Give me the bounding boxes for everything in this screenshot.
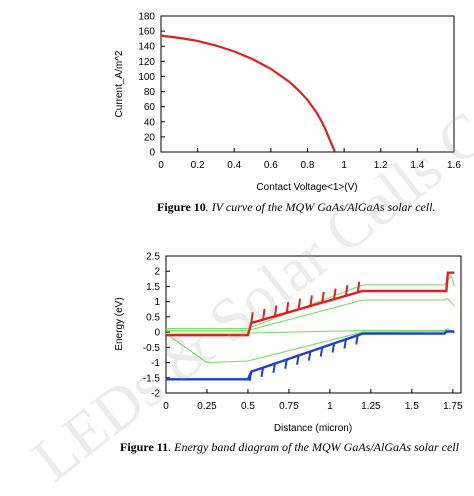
figure10-y-tick-label: 60 <box>144 102 156 113</box>
figure11-conduction-well <box>344 285 349 296</box>
figure10-y-tick-label: 40 <box>144 117 156 128</box>
figure10-x-tick-label: 1.6 <box>447 160 461 171</box>
figure10-chart: 0 20 40 60 80 100 120 140 160 180 0 0.2 0.4 0.6 0.8 1 1… <box>114 12 461 194</box>
figure11-y-tick-label: -1.5 <box>143 373 161 384</box>
figure11-valence-well <box>355 335 359 345</box>
figure11-quasi-level-line <box>166 327 455 335</box>
figure10-caption-label: Figure 10 <box>157 200 206 214</box>
figure11-valence-well <box>284 359 288 369</box>
figure11-valence-well <box>260 367 265 377</box>
figure11-x-tick-label: 1.75 <box>443 401 463 412</box>
figure10-y-tick-label: 180 <box>138 12 155 23</box>
figure11-quantum-wells <box>248 281 361 381</box>
figure10-y-tick-label: 100 <box>138 72 155 83</box>
figure11-valence-well <box>319 347 324 357</box>
figure10-plot-frame <box>160 15 455 153</box>
figure11-valence-well <box>248 371 253 381</box>
figure11-x-ticks: 0 0.25 0.5 0.75 1 1.25 1.5 1.75 <box>163 389 463 412</box>
figure10-x-tick-label: 1 <box>341 160 347 171</box>
figure10-y-axis-label: Current_A/m^2 <box>114 50 125 117</box>
figure11-valence-well <box>296 355 300 365</box>
figure10-x-tick-label: 0.8 <box>301 160 315 171</box>
figure11-valence-well <box>331 343 336 353</box>
figure11-y-tick-label: 2.5 <box>146 252 160 263</box>
figure10-y-ticks: 0 20 40 60 80 100 120 140 160 180 <box>138 12 165 159</box>
figure11-conduction-well <box>309 295 313 307</box>
figure11-x-tick-label: 0.75 <box>279 401 299 412</box>
figure11-x-tick-label: 1.25 <box>361 401 381 412</box>
figure11-caption: Figure 11. Energy band diagram of the MQ… <box>120 440 459 455</box>
figure11-quasi-level-line <box>166 297 455 332</box>
figure11-caption-text: . Energy band diagram of the MQW GaAs/Al… <box>168 440 459 454</box>
figure10-y-tick-label: 80 <box>144 87 156 98</box>
figure11-conduction-well <box>285 301 290 313</box>
figure10-x-axis-label: Contact Voltage<1>(V) <box>256 182 357 193</box>
figure11-x-tick-label: 1 <box>327 401 333 412</box>
figure10-x-tick-label: 1.4 <box>410 160 424 171</box>
figure10-caption-text: . IV curve of the MQW GaAs/AlGaAs solar … <box>205 200 436 214</box>
figure11-y-tick-label: -0.5 <box>143 343 161 354</box>
figure11-y-tick-label: -1 <box>151 358 160 369</box>
figure10-caption: Figure 10. IV curve of the MQW GaAs/AlGa… <box>157 200 436 215</box>
figure11-quasi-level-line <box>166 274 455 330</box>
figure11-conduction-well <box>273 305 278 317</box>
figure11-x-axis-label: Distance (micron) <box>274 423 352 434</box>
figure11-conduction-well <box>250 312 254 324</box>
figure10-x-tick-label: 1.2 <box>374 160 388 171</box>
figure11-x-tick-label: 0.25 <box>197 401 217 412</box>
figure11-conduction-well <box>297 298 302 310</box>
figure10-x-tick-label: 0.4 <box>227 160 241 171</box>
figure11-caption-label: Figure 11 <box>120 440 169 454</box>
figure11-chart: 2.5 2 1.5 1 0.5 0 -0.5 -1 -1.5 -2 0 0.25 0.5 0.75 1 1.… <box>114 252 463 435</box>
figure11-band-lines <box>165 271 455 381</box>
figure11-valence-well <box>272 363 276 373</box>
figure11-valence-well <box>307 351 312 361</box>
figure11-y-ticks: 2.5 2 1.5 1 0.5 0 -0.5 -1 -1.5 -2 <box>143 252 170 400</box>
figure11-y-axis-label: Energy (eV) <box>114 297 125 350</box>
figure10-y-tick-label: 140 <box>138 42 155 53</box>
figure10-y-tick-label: 20 <box>144 132 156 143</box>
figure11-x-tick-label: 0.5 <box>241 401 255 412</box>
figure11-conduction-band-line <box>166 271 455 337</box>
figure11-y-tick-label: 1.5 <box>146 282 160 293</box>
figure11-conduction-well <box>356 281 361 293</box>
figure11-y-tick-label: 0 <box>154 328 160 339</box>
figure10-y-tick-label: 160 <box>138 27 155 38</box>
figure11-y-tick-label: 0.5 <box>146 312 160 323</box>
figure11-x-tick-label: 1.5 <box>405 401 419 412</box>
figure11-conduction-well <box>262 308 266 320</box>
figure11-valence-well <box>343 339 347 349</box>
figure11-conduction-well <box>321 291 325 303</box>
figure10-x-tick-label: 0 <box>158 160 164 171</box>
figure11-valence-band-line <box>166 330 455 381</box>
figure10-x-ticks: 0 0.2 0.4 0.6 0.8 1 1.2 1.4 1.6 <box>158 148 461 171</box>
figure10-y-tick-label: 120 <box>138 57 155 68</box>
figure11-y-tick-label: 1 <box>154 297 160 308</box>
figure11-y-tick-label: 2 <box>154 267 160 278</box>
figure10-x-tick-label: 0.2 <box>191 160 205 171</box>
figure11-plot-frame <box>165 255 462 394</box>
figure11-x-tick-label: 0 <box>163 401 169 412</box>
figure11-y-tick-label: -2 <box>151 389 160 400</box>
figure10-iv-curve <box>160 34 337 153</box>
figure11-conduction-well <box>333 288 337 300</box>
figure10-x-tick-label: 0.6 <box>264 160 278 171</box>
figure10-y-tick-label: 0 <box>149 148 155 159</box>
